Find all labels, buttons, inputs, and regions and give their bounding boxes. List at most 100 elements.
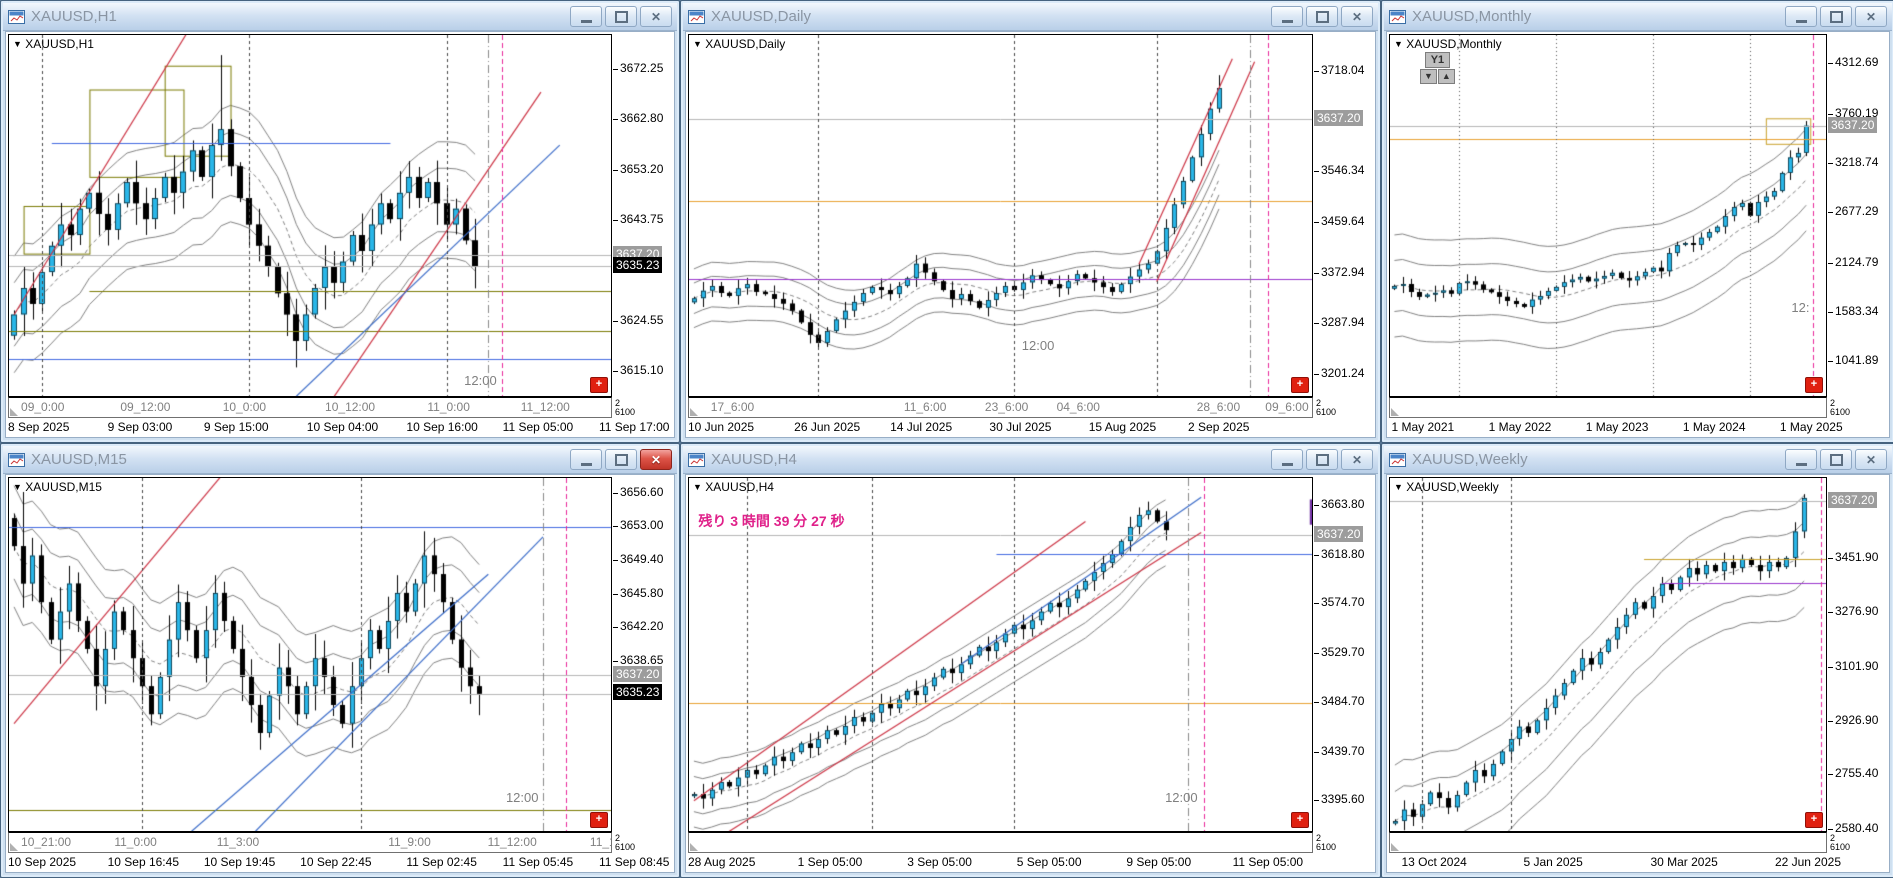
chevron-down-icon: ▼ [1394,39,1403,49]
chart-plot[interactable]: ▼ XAUUSD,Weekly + [1389,477,1827,832]
maximize-button[interactable] [1820,449,1852,470]
arrow-down-button[interactable]: ▼ [1420,69,1437,84]
price-axis[interactable]: 3656.60 3653.00 3649.40 3645.80 3642.20 3638.… [612,477,672,853]
window-titlebar[interactable]: XAUUSD,H4 ✕ [683,446,1378,474]
chart-symbol-label[interactable]: ▼ XAUUSD,Weekly [1394,480,1499,494]
window-titlebar[interactable]: XAUUSD,Monthly ✕ [1384,3,1892,31]
date-label: 10 Sep 2025 [8,855,77,869]
date-label: 26 Jun 2025 [794,420,861,434]
maximize-button[interactable] [605,449,637,470]
scroll-to-end-button[interactable]: + [590,377,608,393]
scroll-arrow-icon [1391,408,1399,416]
chart-symbol-label[interactable]: ▼ XAUUSD,H1 [13,37,94,51]
chart-plot[interactable]: ▼ XAUUSD,Monthly Y1 ▼ ▲ + 12: [1389,34,1827,397]
price-label: 3663.80 [1313,497,1365,512]
y-scale-button[interactable]: Y1 [1424,52,1451,68]
axis-corner-label: 2 6100 [1316,398,1337,417]
date-label: 10 Sep 19:45 [203,855,276,869]
price-axis[interactable]: 4312.69 3760.19 3218.74 2677.29 2124.79 1583.… [1827,34,1887,418]
candlestick-chart[interactable] [1390,35,1826,396]
window-body: ▼ XAUUSD,Monthly Y1 ▼ ▲ + 12: 4312.69 376… [1386,31,1890,438]
maximize-button[interactable] [1306,6,1338,27]
minimize-button[interactable] [1271,6,1303,27]
chart-plot[interactable]: ▼ XAUUSD,H1 + 12:00 [8,34,612,397]
close-button[interactable]: ✕ [1341,449,1373,470]
period-band[interactable] [1389,397,1827,418]
chart-plot[interactable]: ▼ XAUUSD,H4 + 12:00 残り 3 時間 39 分 27 秒 [688,477,1313,832]
time-axis[interactable]: 13 Oct 2024 5 Jan 2025 30 Mar 2025 22 Jun 2… [1389,853,1887,870]
minimize-button[interactable] [1271,449,1303,470]
price-label: 3287.94 [1313,315,1365,330]
time-axis[interactable]: 1 May 2021 1 May 2022 1 May 2023 1 May 2024… [1389,418,1887,435]
period-label: 11_9:00 [388,835,431,849]
chevron-down-icon: ▼ [693,39,702,49]
date-label: 8 Sep 2025 [8,420,70,434]
close-button[interactable]: ✕ [1341,6,1373,27]
candlestick-chart[interactable] [689,35,1312,396]
candlestick-chart[interactable] [1390,478,1826,831]
price-axis[interactable]: 3672.25 3662.80 3653.20 3643.75 3624.55 3615.… [612,34,672,418]
date-label: 22 Jun 2025 [1774,855,1841,869]
maximize-icon [1829,453,1843,466]
price-label: 3645.80 [612,585,664,600]
minimize-icon [1281,462,1293,466]
price-axis[interactable]: 3718.04 3546.34 3459.64 3372.94 3287.94 3201.… [1313,34,1373,418]
chart-symbol-label[interactable]: ▼ XAUUSD,M15 [13,480,102,494]
window-titlebar[interactable]: XAUUSD,Weekly ✕ [1384,446,1892,474]
chart-plot[interactable]: ▼ XAUUSD,Daily + 12:00 [688,34,1313,397]
candlestick-chart[interactable] [689,478,1312,831]
chart-plot[interactable]: ▼ XAUUSD,M15 + 12:00 [8,477,612,832]
candlestick-chart[interactable] [9,478,611,831]
chart-text-label: 12: [1791,299,1810,315]
minimize-button[interactable] [570,449,602,470]
window-titlebar[interactable]: XAUUSD,M15 ✕ [3,446,677,474]
close-icon: ✕ [1351,9,1363,24]
time-axis[interactable]: 10 Sep 2025 10 Sep 16:45 10 Sep 19:45 10 Se… [8,853,672,870]
price-label: 3276.90 [1827,604,1879,619]
period-band[interactable] [688,832,1313,853]
price-label: 3653.00 [612,518,664,533]
close-button[interactable]: ✕ [1855,6,1887,27]
scroll-to-end-button[interactable]: + [1805,377,1823,393]
price-label: 3484.70 [1313,694,1365,709]
time-axis[interactable]: 10 Jun 2025 26 Jun 2025 14 Jul 2025 30 Jul … [688,418,1373,435]
price-axis[interactable]: 3663.80 3618.80 3574.70 3529.70 3484.70 3439.… [1313,477,1373,853]
close-button[interactable]: ✕ [1855,449,1887,470]
chart-text-label: 12:00 [505,790,539,806]
period-band[interactable]: 09_0:00 09_12:00 10_0:00 10_12:00 11_0:00 11_… [8,397,612,418]
date-label: 11 Sep 05:00 [502,420,574,434]
time-axis[interactable]: 8 Sep 2025 9 Sep 03:00 9 Sep 15:00 10 Sep 0… [8,418,672,435]
period-band[interactable]: 17_6:00 11_6:00 23_6:00 04_6:00 28_6:00 09_6:… [688,397,1313,418]
maximize-button[interactable] [1306,449,1338,470]
chart-symbol-label[interactable]: ▼ XAUUSD,Daily [693,37,786,51]
chart-symbol-label[interactable]: ▼ XAUUSD,H4 [693,480,774,494]
candlestick-chart[interactable] [9,35,611,396]
scroll-to-end-button[interactable]: + [1291,812,1309,828]
chart-text-label: 12:00 [464,372,497,388]
window-titlebar[interactable]: XAUUSD,H1 ✕ [3,3,677,31]
price-label: 3618.80 [1313,546,1365,561]
period-band[interactable]: 10_21:00 11_0:00 11_3:00 11_9:00 11_12:00 11_… [8,832,612,853]
minimize-button[interactable] [1785,6,1817,27]
price-badge: 3637.20 [1314,526,1364,543]
scroll-to-end-button[interactable]: + [1805,812,1823,828]
maximize-button[interactable] [1820,6,1852,27]
maximize-button[interactable] [605,6,637,27]
window-titlebar[interactable]: XAUUSD,Daily ✕ [683,3,1378,31]
chart-symbol-label[interactable]: ▼ XAUUSD,Monthly [1394,37,1502,51]
scroll-to-end-button[interactable]: + [1291,377,1309,393]
maximize-icon [1829,10,1843,23]
price-axis[interactable]: 3451.90 3276.90 3101.90 2926.90 2755.40 2580.… [1827,477,1887,853]
close-button[interactable]: ✕ [640,449,672,470]
period-band[interactable] [1389,832,1827,853]
price-label: 3649.40 [612,552,664,567]
window-title: XAUUSD,Daily [711,8,812,25]
scroll-to-end-button[interactable]: + [590,812,608,828]
close-button[interactable]: ✕ [640,6,672,27]
minimize-button[interactable] [570,6,602,27]
arrow-up-button[interactable]: ▲ [1437,69,1455,84]
time-axis[interactable]: 28 Aug 2025 1 Sep 05:00 3 Sep 05:00 5 Sep 0… [688,853,1373,870]
period-label: 09_6:00 [1265,400,1309,414]
minimize-button[interactable] [1785,449,1817,470]
price-label: 3459.64 [1313,214,1365,229]
